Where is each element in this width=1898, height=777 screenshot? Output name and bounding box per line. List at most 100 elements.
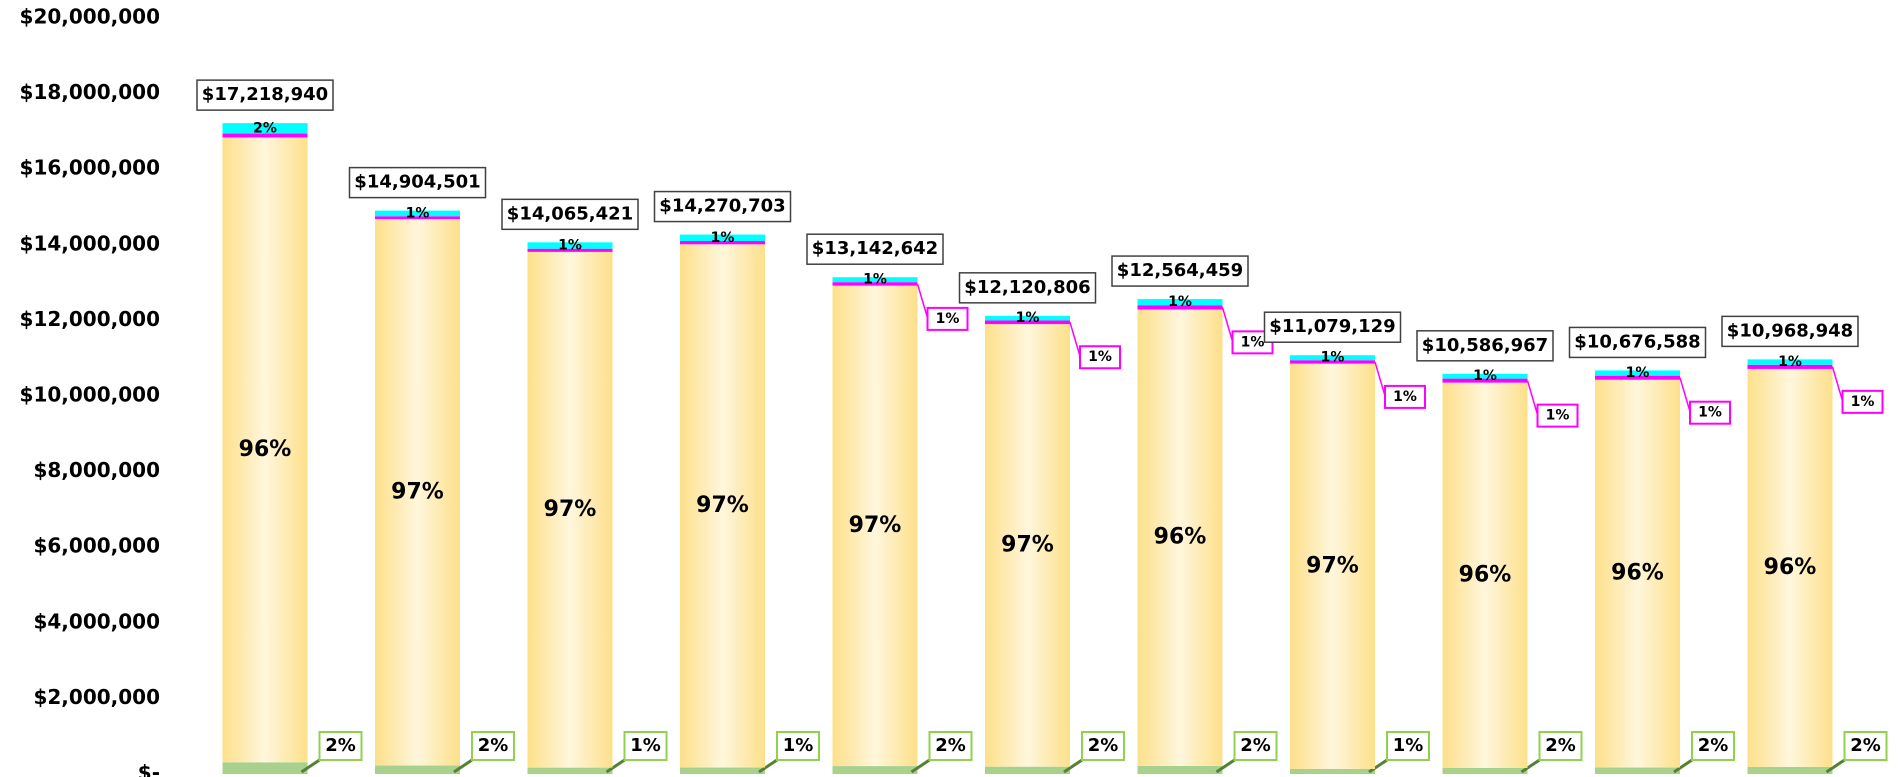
bar-segment bbox=[680, 241, 765, 245]
percent-label: 1% bbox=[863, 272, 887, 288]
percent-label: 2% bbox=[1240, 735, 1271, 756]
total-box bbox=[1111, 255, 1249, 287]
percent-label: 1% bbox=[1626, 365, 1650, 381]
total-label: $14,065,421 bbox=[507, 203, 633, 224]
percent-label: 1% bbox=[630, 735, 661, 756]
bar-segment bbox=[680, 234, 765, 242]
label-box bbox=[1536, 403, 1579, 428]
leader-line bbox=[1063, 758, 1083, 774]
percent-label: 2% bbox=[325, 735, 356, 756]
bar-segment bbox=[1747, 359, 1833, 365]
label-box bbox=[928, 731, 973, 761]
bar-segment bbox=[1290, 363, 1375, 769]
label-box bbox=[1689, 400, 1731, 425]
label-box bbox=[623, 731, 668, 761]
label-box bbox=[1841, 389, 1884, 414]
total-box bbox=[196, 79, 334, 111]
bar-segment bbox=[832, 277, 918, 283]
y-tick-label: $16,000,000 bbox=[20, 156, 160, 180]
bar-segment bbox=[832, 285, 918, 767]
percent-label: 96% bbox=[239, 437, 292, 462]
label-box bbox=[1079, 345, 1121, 370]
label-box bbox=[1538, 731, 1583, 761]
leader-line bbox=[1679, 377, 1691, 412]
total-label: $13,142,642 bbox=[812, 238, 938, 259]
percent-label: 97% bbox=[849, 513, 902, 538]
leader-line bbox=[916, 283, 929, 319]
y-tick-label: $6,000,000 bbox=[33, 534, 160, 558]
percent-label: 1% bbox=[1321, 350, 1345, 366]
percent-label: 2% bbox=[478, 735, 509, 756]
y-tick-label: $- bbox=[138, 761, 160, 777]
total-box bbox=[1416, 330, 1554, 362]
percent-label: 1% bbox=[1088, 349, 1112, 365]
total-label: $17,218,940 bbox=[202, 84, 328, 105]
y-tick-label: $8,000,000 bbox=[33, 458, 160, 482]
bar-segment bbox=[1747, 368, 1833, 767]
percent-label: 1% bbox=[1546, 408, 1570, 424]
leader-line bbox=[1215, 758, 1236, 774]
percent-label: 97% bbox=[1306, 553, 1359, 578]
bar-segment bbox=[222, 133, 308, 138]
percent-label: 97% bbox=[544, 497, 597, 522]
label-box bbox=[1384, 384, 1426, 409]
bar-segment bbox=[1290, 355, 1375, 361]
total-box bbox=[1568, 326, 1707, 359]
label-box bbox=[1843, 731, 1888, 761]
bar-segment bbox=[985, 324, 1070, 767]
leader-line bbox=[910, 758, 931, 774]
leader-line bbox=[453, 758, 473, 774]
bar-segment bbox=[375, 219, 460, 766]
leader-line bbox=[1825, 758, 1846, 774]
y-tick-label: $12,000,000 bbox=[20, 307, 160, 331]
bar-segment bbox=[1137, 299, 1223, 306]
leader-line bbox=[1520, 758, 1541, 774]
bar-segment bbox=[680, 244, 765, 768]
percent-label: 1% bbox=[1698, 405, 1722, 421]
total-box bbox=[348, 166, 487, 199]
label-box bbox=[318, 731, 363, 761]
bar-segment bbox=[1442, 382, 1528, 768]
total-label: $14,904,501 bbox=[354, 172, 480, 193]
total-label: $10,676,588 bbox=[1574, 331, 1700, 352]
percent-label: 2% bbox=[1088, 735, 1119, 756]
total-box bbox=[1721, 315, 1859, 348]
leader-line bbox=[1374, 361, 1386, 397]
percent-label: 1% bbox=[1851, 394, 1875, 410]
bar-segment bbox=[527, 242, 613, 249]
percent-label: 96% bbox=[1154, 525, 1207, 550]
bar-segment bbox=[527, 248, 613, 252]
percent-label: 1% bbox=[558, 238, 582, 254]
bar-segment bbox=[1595, 375, 1680, 380]
percent-label: 2% bbox=[1545, 735, 1576, 756]
bar-segment bbox=[1442, 373, 1528, 379]
label-box bbox=[926, 306, 969, 331]
percent-label: 1% bbox=[711, 230, 735, 246]
total-label: $14,270,703 bbox=[659, 196, 785, 217]
bar-segment bbox=[1442, 378, 1528, 383]
y-tick-label: $10,000,000 bbox=[20, 383, 160, 407]
y-tick-label: $4,000,000 bbox=[33, 609, 160, 633]
y-tick-label: $18,000,000 bbox=[20, 80, 160, 104]
y-tick-label: $14,000,000 bbox=[20, 231, 160, 255]
label-box bbox=[471, 731, 515, 761]
percent-label: 1% bbox=[1168, 294, 1192, 310]
label-box bbox=[1081, 731, 1125, 761]
y-tick-label: $2,000,000 bbox=[33, 685, 160, 709]
leader-line bbox=[1368, 758, 1388, 774]
bar-segment bbox=[222, 762, 308, 774]
leader-line bbox=[1526, 380, 1539, 415]
percent-label: 96% bbox=[1764, 555, 1817, 580]
y-tick-label: $20,000,000 bbox=[20, 5, 160, 29]
bar-segment bbox=[1290, 360, 1375, 364]
bar-segment bbox=[222, 123, 308, 134]
total-box bbox=[958, 272, 1097, 304]
percent-label: 1% bbox=[1473, 368, 1497, 384]
leader-line bbox=[1673, 758, 1693, 774]
percent-label: 1% bbox=[1778, 354, 1802, 370]
bar-segment bbox=[985, 766, 1070, 774]
bar-segment bbox=[1442, 767, 1528, 774]
percent-label: 96% bbox=[1611, 561, 1664, 586]
total-label: $12,120,806 bbox=[964, 277, 1090, 298]
percent-label: 2% bbox=[1698, 735, 1729, 756]
